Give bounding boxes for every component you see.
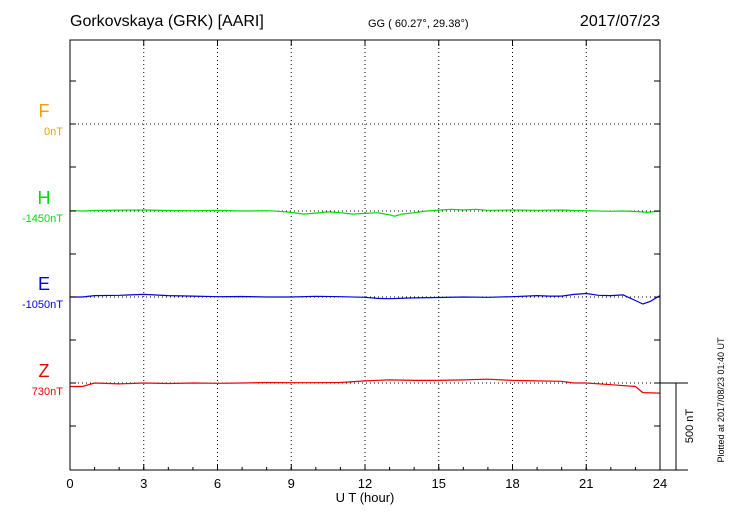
x-tick-label: 3 [140,476,147,491]
baseline-value-f: 0nT [44,126,63,138]
series-layer [69,208,661,394]
x-axis-label: U T (hour) [336,490,395,505]
x-tick-label: 6 [214,476,221,491]
x-tick-label: 0 [66,476,73,491]
channel-label-h: H [38,188,51,208]
x-axis-ticks: 0 3 6 9 12 15 18 21 24 [66,39,667,491]
x-tick-label: 21 [579,476,593,491]
x-tick-label: 15 [432,476,446,491]
baseline-value-e: -1050nT [22,299,63,311]
series-line-e [70,292,661,305]
scale-bar: 500 nT [660,382,696,471]
baseline-value-h: -1450nT [22,213,63,225]
scale-bar-label: 500 nT [684,409,696,444]
grid-lines [143,40,587,470]
channel-label-e: E [38,274,50,294]
channel-label-z: Z [39,361,50,381]
date-label: 2017/07/23 [580,13,660,30]
series-line-z [70,378,661,394]
station-title: Gorkovskaya (GRK) [AARI] [70,13,264,30]
x-tick-label: 9 [288,476,295,491]
channel-label-f: F [39,101,50,121]
coordinates-label: GG ( 60.27°, 29.38°) [368,18,469,30]
plot-frame [69,39,661,471]
channel-labels: F 0nT H -1450nT E -1050nT Z 730nT [22,101,63,398]
series-line-h [69,208,661,217]
x-tick-label: 24 [653,476,667,491]
x-tick-label: 18 [505,476,519,491]
baseline-value-z: 730nT [32,386,63,398]
x-tick-label: 12 [358,476,372,491]
plotted-at-note: Plotted at 2017/08/23 01:40 UT [716,337,726,463]
